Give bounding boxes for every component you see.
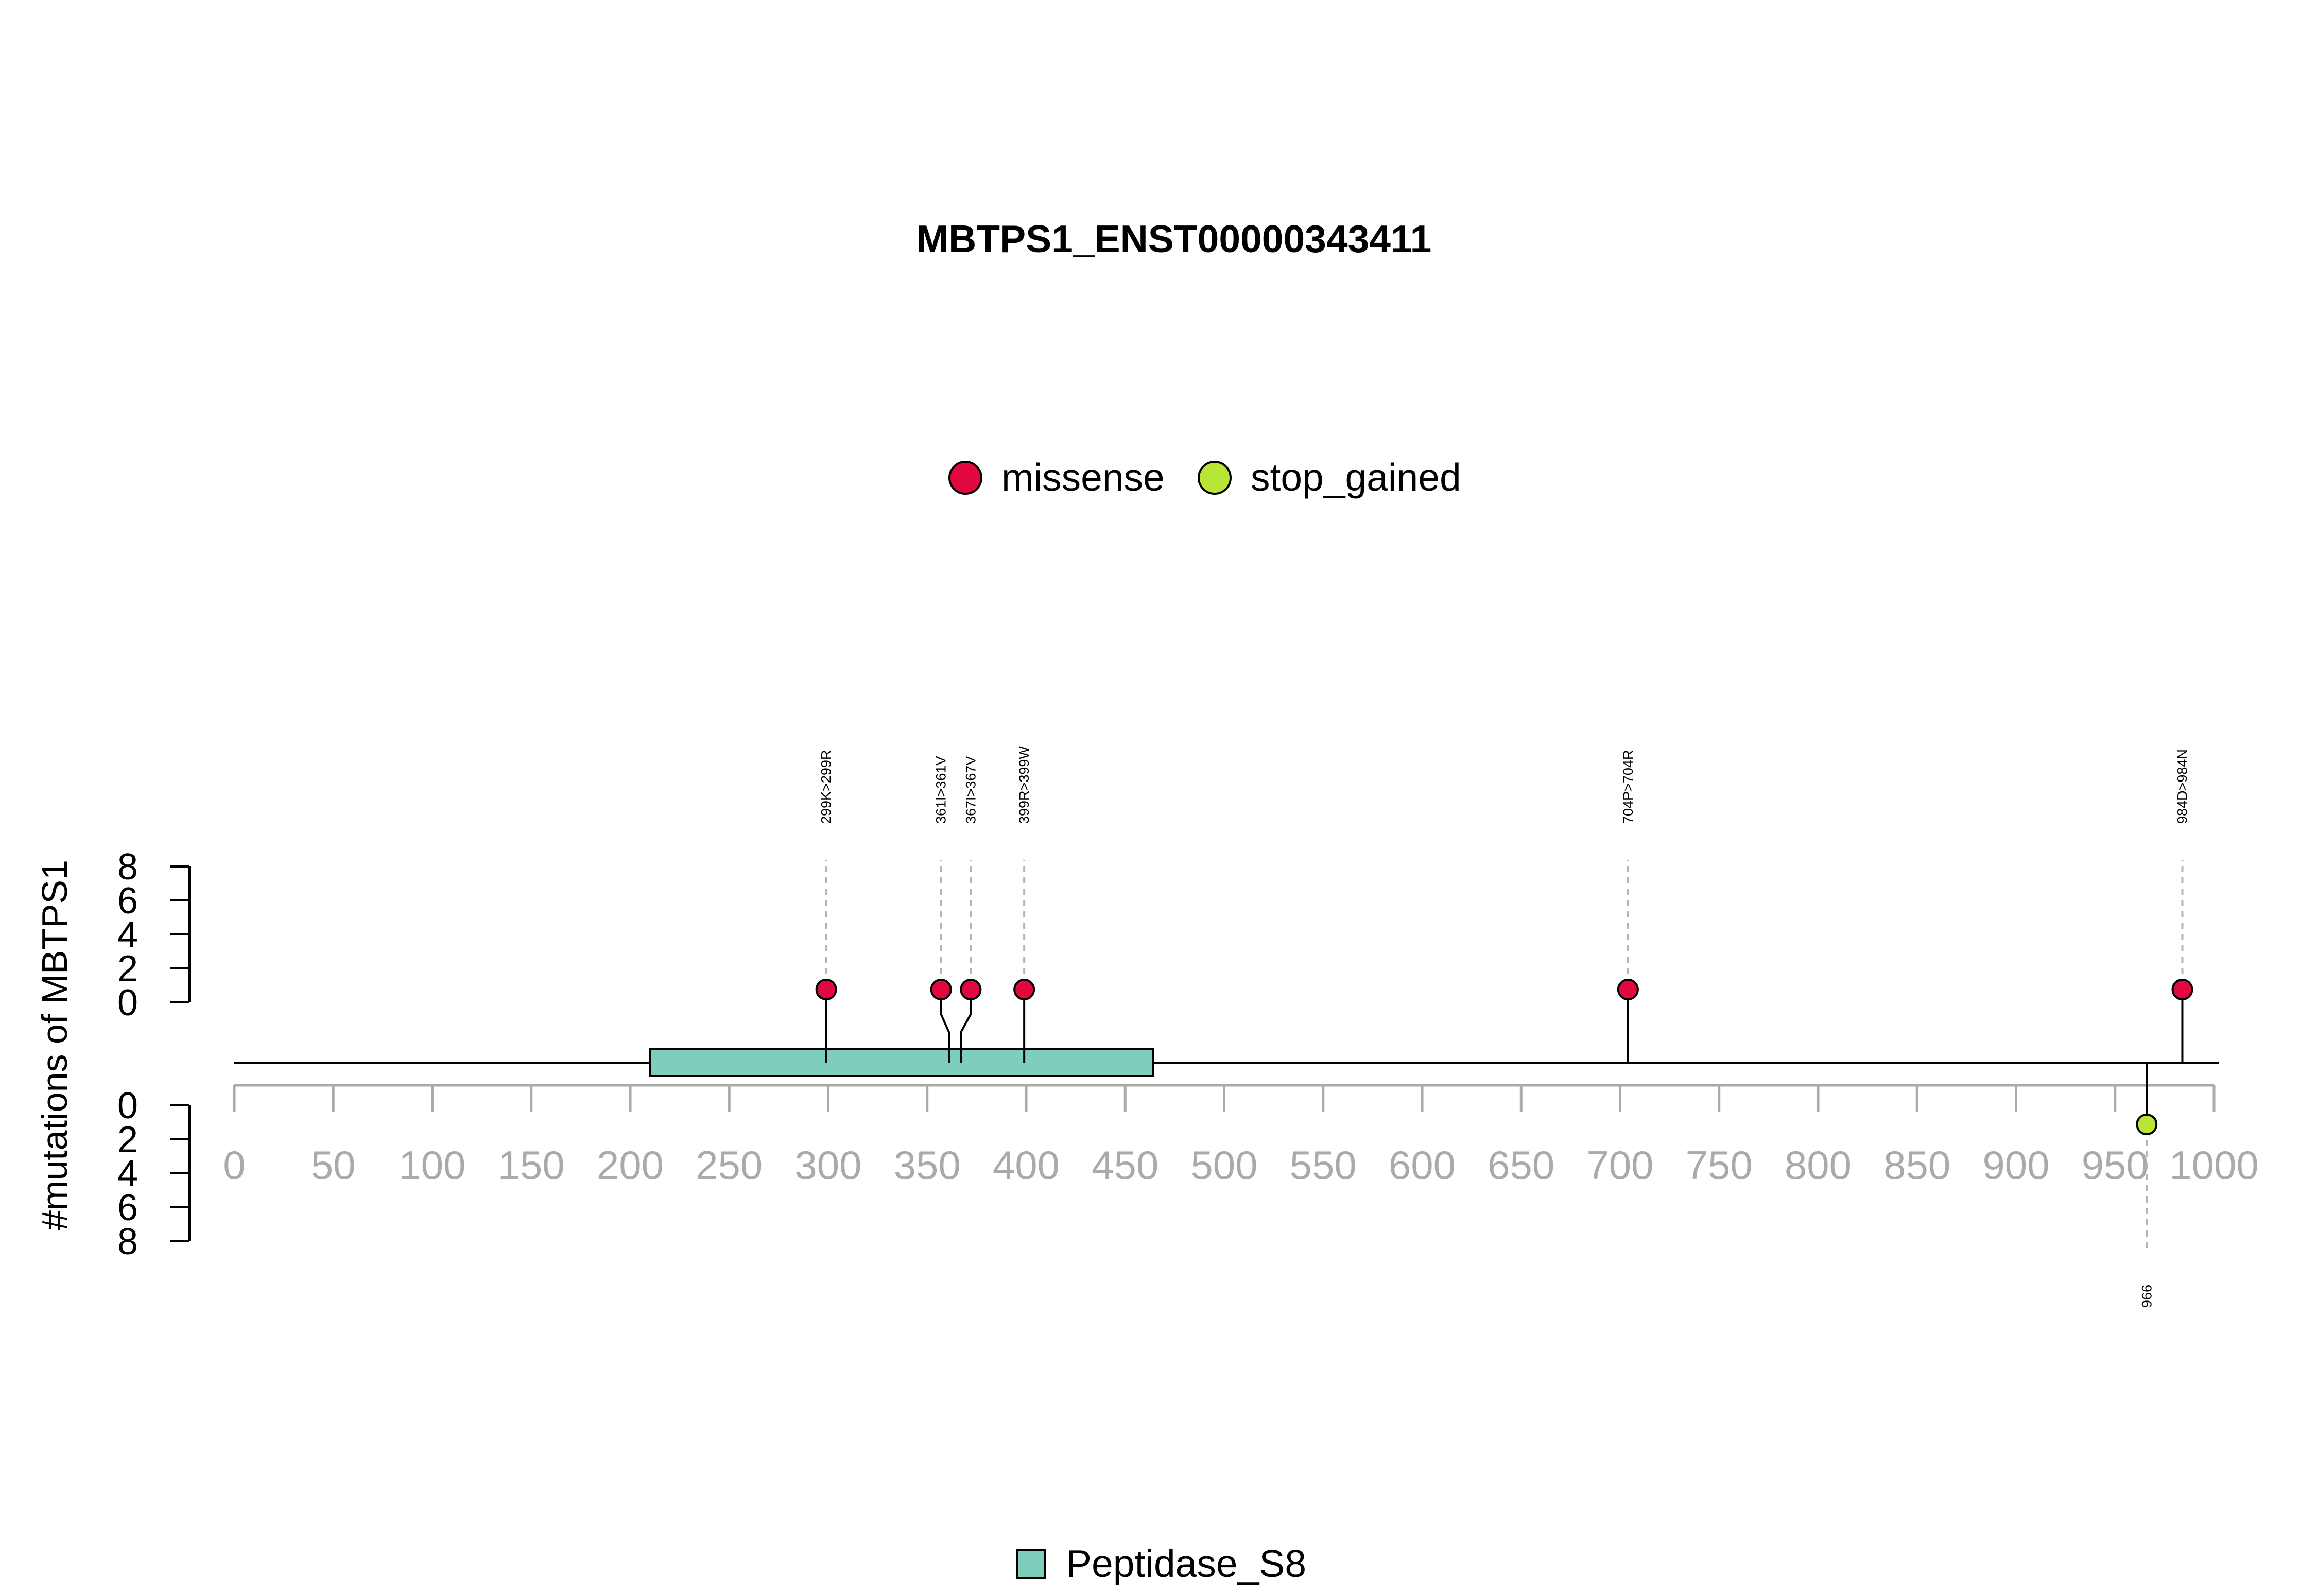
legend-label-1: stop_gained	[1251, 456, 1461, 499]
mutation-point-1	[930, 979, 952, 1000]
mutation-label-1: 361I>361V	[933, 756, 949, 824]
mutation-point-2	[960, 979, 982, 1000]
y-tick-label-upper-2: 4	[117, 914, 138, 956]
x-tick-label-12: 600	[1389, 1142, 1456, 1188]
domains	[649, 1048, 1154, 1077]
legend-label-0: missense	[1001, 456, 1165, 499]
x-tick-label-7: 350	[894, 1142, 961, 1188]
y-axis-label: #mutations of MBTPS1	[34, 860, 75, 1230]
mutation-point-6	[2136, 1114, 2158, 1135]
mutation-point-0	[815, 979, 837, 1000]
x-tick-label-11: 550	[1290, 1142, 1357, 1188]
x-axis: 0 50 100 150 200 250 300 350 400 450 500 550 600 650 7…	[223, 1084, 2259, 1188]
x-tick-label-17: 850	[1883, 1142, 1950, 1188]
x-tick-label-15: 750	[1686, 1142, 1753, 1188]
x-tick-label-4: 200	[597, 1142, 664, 1188]
x-tick-label-16: 800	[1785, 1142, 1852, 1188]
y-tick-label-upper-4: 8	[117, 846, 138, 888]
chart-title: MBTPS1_ENST00000343411	[917, 217, 1432, 261]
mutation-label-6: 966	[2139, 1285, 2154, 1308]
mutation-label-2: 367I>367V	[963, 756, 978, 824]
domain-legend: Peptidase_S8	[1016, 1542, 1306, 1585]
y-tick-label-upper-3: 6	[117, 880, 138, 922]
x-tick-label-13: 650	[1488, 1142, 1554, 1188]
x-tick-label-5: 250	[696, 1142, 763, 1188]
x-tick-label-9: 450	[1092, 1142, 1158, 1188]
y-tick-label-upper-1: 2	[117, 948, 138, 990]
legend: missense stop_gained	[948, 456, 1461, 499]
y-tick-label-lower-3: 6	[117, 1187, 138, 1228]
y-tick-label-lower-4: 8	[117, 1221, 138, 1262]
x-tick-label-3: 150	[498, 1142, 565, 1188]
y-tick-label-lower-2: 4	[117, 1153, 138, 1194]
legend-marker-0	[948, 461, 982, 495]
mutation-stem-2	[960, 990, 972, 1063]
y-tick-label-lower-1: 2	[117, 1119, 138, 1160]
x-tick-label-18: 900	[1982, 1142, 2049, 1188]
x-tick-label-10: 500	[1190, 1142, 1257, 1188]
x-tick-label-14: 700	[1586, 1142, 1653, 1188]
x-tick-label-2: 100	[399, 1142, 465, 1188]
y-tick-label-lower-0: 0	[117, 1085, 138, 1126]
x-tick-label-1: 50	[311, 1142, 356, 1188]
mutation-label-5: 984D>984N	[2174, 749, 2190, 824]
mutations: 299K>299R 361I>361V 367I>367V 399R>399W 704P…	[815, 746, 2193, 1308]
domain-legend-label-0: Peptidase_S8	[1066, 1542, 1306, 1585]
domain-0	[649, 1048, 1154, 1077]
domain-legend-swatch-0	[1016, 1549, 1046, 1579]
mutation-point-3	[1013, 979, 1035, 1000]
mutation-point-5	[2171, 979, 2193, 1000]
y-tick-label-upper-0: 0	[117, 982, 138, 1023]
x-tick-label-8: 400	[993, 1142, 1060, 1188]
mutation-label-0: 299K>299R	[819, 750, 834, 824]
legend-marker-1	[1198, 461, 1232, 495]
x-tick-label-6: 300	[794, 1142, 861, 1188]
mutation-label-4: 704P>704R	[1620, 750, 1636, 824]
mutation-label-3: 399R>399W	[1016, 746, 1032, 824]
x-tick-label-0: 0	[223, 1142, 245, 1188]
mutation-stem-1	[940, 990, 950, 1063]
x-tick-label-20: 1000	[2169, 1142, 2259, 1188]
mutation-point-4	[1617, 979, 1639, 1000]
x-tick-label-19: 950	[2082, 1142, 2149, 1188]
